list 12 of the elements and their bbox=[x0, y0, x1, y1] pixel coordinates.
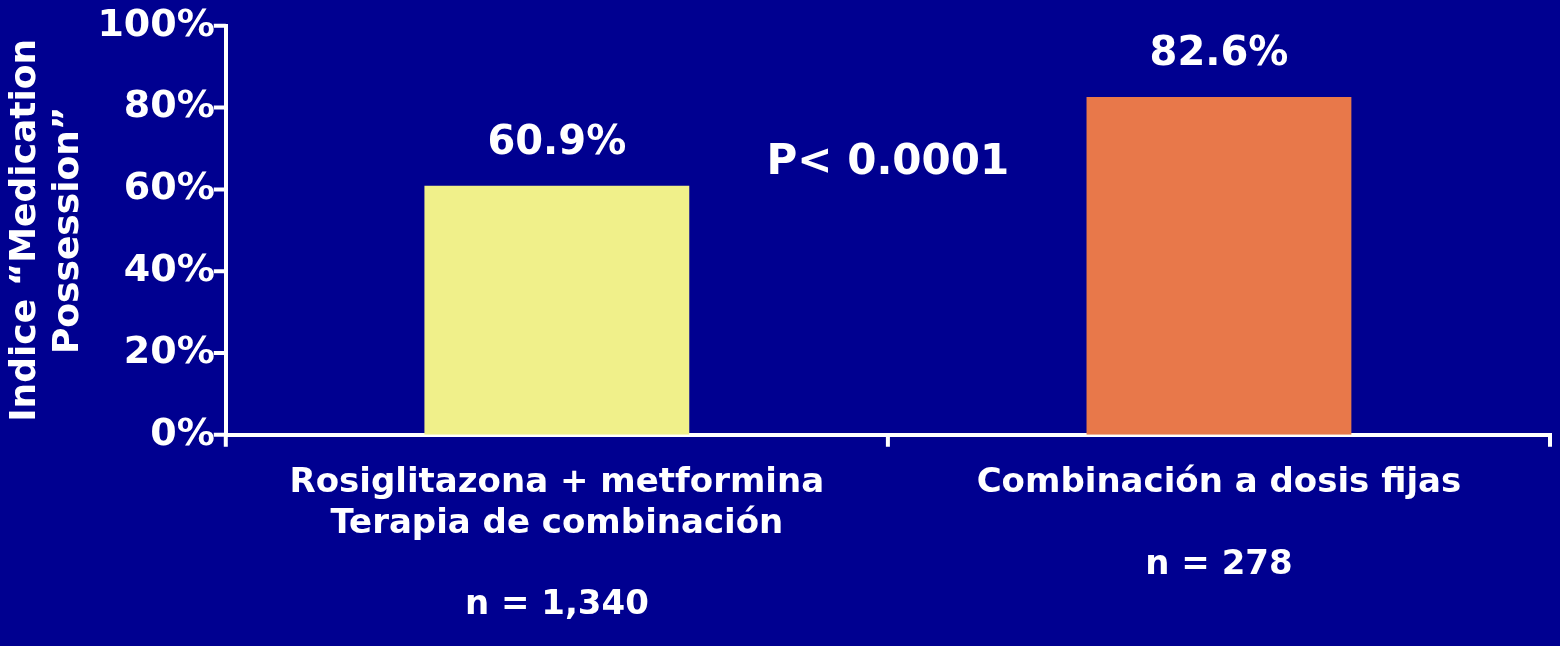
category-label: Combinación a dosis fijas n = 278 bbox=[976, 460, 1462, 582]
y-tick-label: 40% bbox=[123, 246, 215, 291]
y-tick-label: 20% bbox=[123, 327, 215, 372]
y-tick-label: 0% bbox=[150, 409, 215, 454]
y-tick-label: 80% bbox=[123, 82, 215, 127]
category-label: Rosiglitazona + metformina Terapia de combinación n = 1,340 bbox=[289, 460, 825, 623]
y-axis-title: Indice “Medication Possession” bbox=[1, 38, 87, 422]
y-tick-label: 100% bbox=[97, 0, 215, 45]
data-label: 82.6% bbox=[1149, 28, 1289, 75]
annotation: P< 0.0001 bbox=[766, 135, 1010, 185]
data-label: 60.9% bbox=[487, 117, 627, 164]
y-tick-label: 60% bbox=[123, 164, 215, 209]
